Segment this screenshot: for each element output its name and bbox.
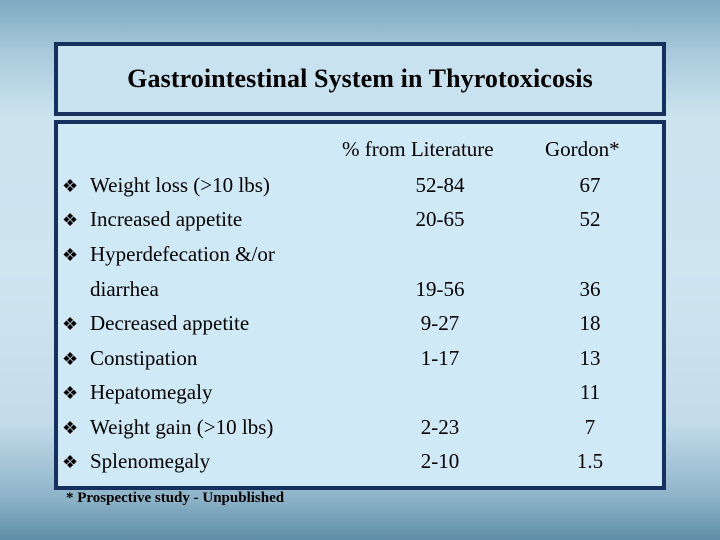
gordon-value: 1.5 (576, 449, 604, 473)
row-label: Constipation (90, 346, 198, 370)
row-label: Weight loss (>10 lbs) (90, 173, 270, 197)
gordon-value: 52 (579, 207, 601, 231)
diamond-bullet-icon: ❖ (62, 245, 79, 265)
gordon-value: 67 (579, 173, 601, 197)
gordon-value: 36 (579, 277, 601, 301)
header-gordon: Gordon* (545, 137, 620, 161)
table-row: ❖ Hyperdefecation &/or (62, 242, 275, 267)
row-label: Decreased appetite (90, 311, 250, 335)
diamond-bullet-icon: ❖ (62, 349, 79, 369)
table-row: ❖ Splenomegaly (62, 449, 210, 474)
diamond-bullet-icon: ❖ (62, 176, 79, 196)
literature-value: 52-84 (415, 173, 465, 197)
table-row: ❖ Constipation (62, 346, 197, 371)
header-literature: % from Literature (342, 137, 494, 161)
title-box: Gastrointestinal System in Thyrotoxicosi… (54, 42, 666, 116)
row-label: Hyperdefecation &/or (90, 242, 275, 266)
row-label: Increased appetite (90, 207, 243, 231)
diamond-bullet-icon: ❖ (62, 314, 79, 334)
literature-value: 19-56 (415, 277, 465, 301)
literature-value: 2-23 (420, 415, 460, 439)
table-row: ❖ Decreased appetite (62, 311, 249, 336)
literature-value: 2-10 (420, 449, 460, 473)
table-row: ❖ Weight gain (>10 lbs) (62, 415, 273, 440)
row-label: Hepatomegaly (90, 380, 213, 404)
row-label: Weight gain (>10 lbs) (90, 415, 274, 439)
diamond-bullet-icon: ❖ (62, 452, 79, 472)
gordon-value: 11 (579, 380, 601, 404)
literature-value: 1-17 (420, 346, 460, 370)
literature-value: 20-65 (415, 207, 465, 231)
row-label-continuation: diarrhea (90, 277, 159, 301)
gordon-value: 18 (579, 311, 601, 335)
slide-title: Gastrointestinal System in Thyrotoxicosi… (127, 64, 593, 93)
diamond-bullet-icon: ❖ (62, 418, 79, 438)
footnote: * Prospective study - Unpublished (66, 490, 285, 506)
data-table (54, 120, 666, 490)
gordon-value: 13 (579, 346, 601, 370)
gordon-value: 7 (584, 415, 596, 439)
table-row: ❖ Weight loss (>10 lbs) (62, 173, 270, 198)
row-label: Splenomegaly (90, 449, 211, 473)
table-row: ❖ Hepatomegaly (62, 380, 212, 405)
table-row: ❖ Increased appetite (62, 207, 242, 232)
literature-value: 9-27 (420, 311, 460, 335)
diamond-bullet-icon: ❖ (62, 210, 79, 230)
diamond-bullet-icon: ❖ (62, 383, 79, 403)
